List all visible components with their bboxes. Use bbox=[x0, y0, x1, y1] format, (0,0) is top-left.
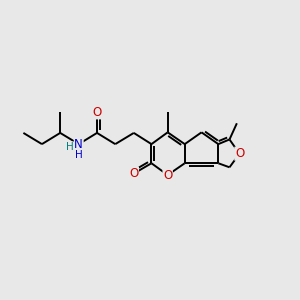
Text: H: H bbox=[66, 142, 74, 152]
Text: O: O bbox=[163, 169, 172, 182]
Text: O: O bbox=[92, 106, 102, 119]
Text: O: O bbox=[235, 147, 244, 160]
Text: N: N bbox=[74, 138, 83, 151]
Text: O: O bbox=[129, 167, 138, 180]
Text: H: H bbox=[75, 150, 82, 160]
